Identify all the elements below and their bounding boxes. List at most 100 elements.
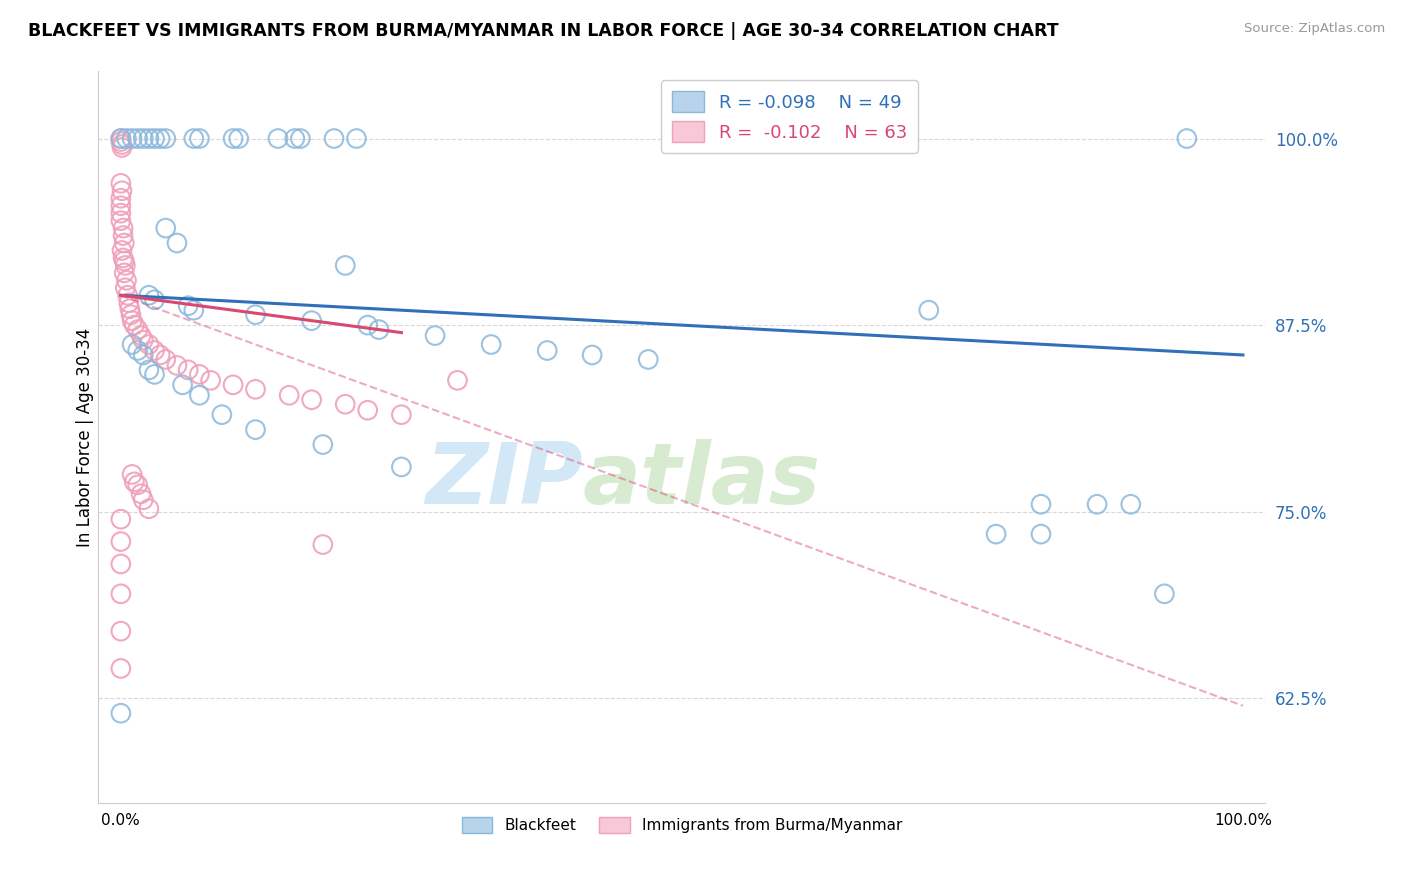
Point [301, 392, 323, 407]
Point [357, 318, 380, 332]
Point [228, 131, 250, 145]
Point [110, 135, 132, 149]
Point [143, 368, 166, 382]
Point [132, 333, 155, 347]
Point [121, 467, 143, 482]
Point [114, 281, 136, 295]
Point [155, 131, 177, 145]
Point [312, 537, 335, 551]
Point [423, 328, 446, 343]
Point [918, 303, 941, 318]
Text: atlas: atlas [582, 440, 821, 523]
Point [138, 501, 160, 516]
Point [110, 557, 132, 571]
Point [110, 512, 132, 526]
Point [115, 131, 138, 145]
Point [389, 459, 412, 474]
Point [267, 131, 290, 145]
Point [110, 131, 132, 145]
Point [166, 235, 188, 250]
Point [112, 221, 135, 235]
Point [188, 388, 211, 402]
Point [138, 363, 160, 377]
Point [110, 177, 132, 191]
Point [117, 288, 139, 302]
Point [127, 478, 149, 492]
Point [121, 131, 143, 145]
Point [138, 131, 160, 145]
Point [112, 254, 135, 268]
Point [536, 343, 558, 358]
Point [581, 348, 603, 362]
Point [118, 301, 141, 316]
Point [1085, 497, 1108, 511]
Point [245, 423, 267, 437]
Point [149, 131, 172, 145]
Point [211, 408, 233, 422]
Point [389, 408, 412, 422]
Point [245, 382, 267, 396]
Point [479, 337, 502, 351]
Point [200, 373, 222, 387]
Point [120, 308, 142, 322]
Point [110, 191, 132, 205]
Point [110, 199, 132, 213]
Point [143, 293, 166, 307]
Point [368, 323, 391, 337]
Point [1029, 527, 1052, 541]
Point [335, 259, 357, 273]
Point [143, 343, 166, 358]
Point [138, 337, 160, 351]
Point [112, 266, 135, 280]
Point [132, 348, 155, 362]
Point [110, 587, 132, 601]
Point [301, 313, 323, 327]
Point [1175, 131, 1198, 145]
Point [312, 437, 335, 451]
Point [155, 221, 177, 235]
Point [172, 377, 194, 392]
Point [149, 348, 172, 362]
Point [110, 213, 132, 227]
Point [121, 337, 143, 351]
Point [112, 235, 135, 250]
Point [446, 373, 468, 387]
Point [110, 206, 132, 220]
Point [110, 131, 132, 145]
Point [132, 131, 155, 145]
Point [177, 363, 200, 377]
Point [1153, 587, 1175, 601]
Point [183, 303, 205, 318]
Point [132, 492, 155, 507]
Point [177, 299, 200, 313]
Point [114, 259, 136, 273]
Point [124, 475, 146, 489]
Point [112, 251, 135, 265]
Point [155, 352, 177, 367]
Point [127, 343, 149, 358]
Point [188, 368, 211, 382]
Point [138, 288, 160, 302]
Text: BLACKFEET VS IMMIGRANTS FROM BURMA/MYANMAR IN LABOR FORCE | AGE 30-34 CORRELATIO: BLACKFEET VS IMMIGRANTS FROM BURMA/MYANM… [28, 22, 1059, 40]
Point [118, 295, 141, 310]
Point [323, 131, 346, 145]
Point [111, 244, 134, 258]
Point [111, 140, 134, 154]
Point [124, 318, 146, 332]
Point [110, 534, 132, 549]
Text: Source: ZipAtlas.com: Source: ZipAtlas.com [1244, 22, 1385, 36]
Point [637, 352, 659, 367]
Point [111, 137, 134, 152]
Point [1029, 497, 1052, 511]
Point [129, 328, 152, 343]
Point [110, 661, 132, 675]
Legend: Blackfeet, Immigrants from Burma/Myanmar: Blackfeet, Immigrants from Burma/Myanmar [456, 811, 908, 839]
Point [984, 527, 1007, 541]
Point [335, 397, 357, 411]
Point [284, 131, 307, 145]
Text: ZIP: ZIP [425, 440, 582, 523]
Point [1119, 497, 1142, 511]
Point [143, 131, 166, 145]
Point [127, 323, 149, 337]
Point [127, 131, 149, 145]
